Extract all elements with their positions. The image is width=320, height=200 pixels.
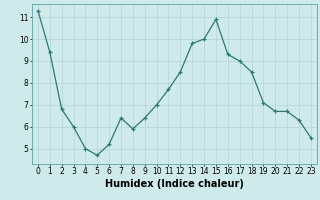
X-axis label: Humidex (Indice chaleur): Humidex (Indice chaleur) bbox=[105, 179, 244, 189]
